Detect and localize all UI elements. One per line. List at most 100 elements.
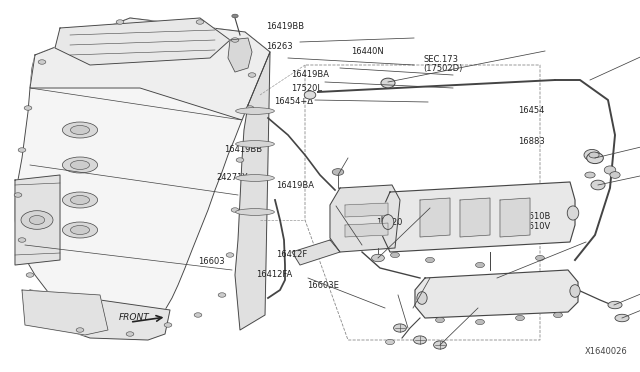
Text: 16603E: 16603E [307,281,339,290]
Circle shape [426,257,435,263]
Circle shape [516,315,525,321]
Polygon shape [420,198,450,237]
Ellipse shape [236,174,275,181]
Circle shape [390,252,399,257]
Text: 16419BA: 16419BA [276,181,314,190]
Ellipse shape [70,125,90,135]
Text: 16440N: 16440N [351,47,383,56]
Text: 16610B: 16610B [518,212,551,221]
Ellipse shape [63,157,97,173]
Ellipse shape [615,314,629,322]
Text: 16419BB: 16419BB [224,145,262,154]
Polygon shape [382,182,575,252]
Ellipse shape [63,222,97,238]
Polygon shape [500,198,530,237]
Polygon shape [415,270,578,318]
Text: X1640026: X1640026 [584,347,627,356]
Circle shape [14,193,22,197]
Polygon shape [235,52,270,330]
Text: 16454: 16454 [518,106,545,115]
Polygon shape [345,223,388,237]
Ellipse shape [236,209,275,215]
Polygon shape [15,175,60,265]
Text: 16454+Δ: 16454+Δ [274,97,313,106]
Text: 16263: 16263 [266,42,292,51]
Circle shape [76,328,84,332]
Ellipse shape [236,141,275,147]
Text: 17520L: 17520L [291,84,322,93]
Ellipse shape [63,122,97,138]
Ellipse shape [570,285,580,297]
Circle shape [231,38,239,42]
Ellipse shape [394,324,406,332]
Ellipse shape [70,225,90,234]
Ellipse shape [70,161,90,170]
Circle shape [589,152,599,158]
Circle shape [536,256,545,261]
Circle shape [231,208,239,212]
Polygon shape [345,203,388,217]
Polygon shape [15,18,270,334]
Text: (17502D): (17502D) [424,64,463,73]
Ellipse shape [382,215,394,230]
Ellipse shape [417,292,427,304]
Polygon shape [330,185,400,252]
Circle shape [585,172,595,178]
Ellipse shape [608,301,622,309]
Ellipse shape [567,206,579,220]
Ellipse shape [236,108,275,114]
Text: 16412F: 16412F [276,250,308,259]
Ellipse shape [610,171,620,178]
Circle shape [332,169,344,175]
Polygon shape [460,198,490,237]
Text: 16412FA: 16412FA [256,270,292,279]
Circle shape [24,106,32,110]
Circle shape [194,313,202,317]
Text: 16419BB: 16419BB [266,22,304,31]
Text: FRONT: FRONT [119,313,150,322]
Ellipse shape [70,196,90,205]
Circle shape [385,339,394,344]
Ellipse shape [381,78,395,88]
Polygon shape [30,18,270,120]
Polygon shape [228,38,252,72]
Text: 16419BA: 16419BA [291,70,329,79]
Circle shape [116,20,124,24]
Ellipse shape [604,166,616,174]
Circle shape [126,332,134,336]
Ellipse shape [63,192,97,208]
Text: 17520: 17520 [376,218,403,227]
Circle shape [372,254,385,262]
Ellipse shape [584,150,600,161]
Circle shape [232,14,238,18]
Circle shape [18,238,26,242]
Circle shape [29,215,45,224]
Text: 16603: 16603 [198,257,225,266]
Polygon shape [292,240,340,265]
Circle shape [236,158,244,162]
Text: SEC.173: SEC.173 [424,55,459,64]
Text: 16883: 16883 [518,137,545,146]
Polygon shape [22,290,108,335]
Polygon shape [55,18,230,65]
Circle shape [554,312,563,318]
Circle shape [246,106,254,110]
Circle shape [476,262,484,267]
Circle shape [218,293,226,297]
Circle shape [38,60,46,64]
Circle shape [476,320,484,325]
Circle shape [21,211,53,229]
Circle shape [435,317,445,323]
Circle shape [248,73,256,77]
Text: 16610V: 16610V [518,222,550,231]
Ellipse shape [587,153,604,164]
Ellipse shape [591,180,605,190]
Ellipse shape [413,336,426,344]
Circle shape [226,253,234,257]
Polygon shape [30,290,170,340]
Ellipse shape [434,341,447,349]
Circle shape [18,148,26,152]
Circle shape [164,323,172,327]
Circle shape [196,20,204,24]
Ellipse shape [304,91,316,99]
